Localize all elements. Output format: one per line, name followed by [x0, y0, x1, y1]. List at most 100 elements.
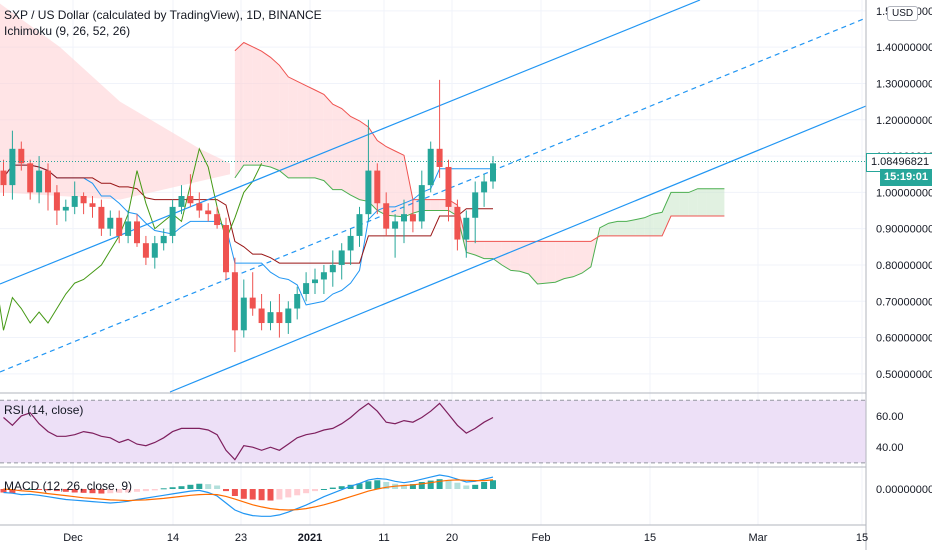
cloud-segment	[653, 212, 663, 236]
y-tick-label: 0.70000000	[876, 296, 932, 308]
y-tick-label: 0.90000000	[876, 224, 932, 236]
cloud-segment	[537, 241, 547, 285]
macd-histogram-bar	[312, 489, 318, 492]
candle-body	[312, 279, 318, 284]
cloud-segment	[395, 150, 404, 217]
macd-histogram-bar	[98, 489, 105, 494]
macd-histogram-bar	[365, 481, 372, 489]
cloud-segment	[288, 76, 298, 178]
rsi-pane: 60.00 40.00	[0, 399, 904, 464]
cloud-segment	[608, 221, 618, 236]
cloud-segment	[261, 51, 271, 167]
candle-body	[80, 196, 87, 204]
candle-body	[134, 221, 140, 244]
rsi-tick-label: 40.00	[876, 442, 904, 454]
macd-histogram-bar	[89, 489, 96, 494]
macd-histogram-bar	[71, 489, 78, 493]
candle-body	[401, 214, 407, 222]
cloud-segment	[315, 90, 324, 181]
y-tick-label: 1.30000000	[876, 78, 932, 90]
cloud-segment	[679, 192, 689, 216]
trend-channel[interactable]	[0, 0, 867, 393]
cloud-segment	[573, 241, 582, 277]
cloud-segment	[404, 155, 413, 217]
candle-body	[9, 148, 16, 186]
macd-histogram-bar	[347, 484, 354, 489]
cloud-segment	[270, 57, 280, 171]
cloud-segment	[519, 241, 529, 275]
macd-histogram-bar	[62, 489, 69, 492]
candle-body	[27, 163, 34, 193]
macd-histogram-bar	[116, 489, 123, 493]
candle-body	[356, 214, 363, 236]
macd-histogram-bar	[294, 489, 301, 496]
macd-histogram-bar	[178, 486, 185, 489]
candle-body	[285, 308, 292, 324]
candle-body	[409, 214, 416, 222]
macd-histogram-bar	[374, 480, 381, 489]
y-tick-label: 0.50000000	[876, 369, 932, 381]
cloud-segment	[617, 221, 627, 236]
macd-histogram-bar	[445, 480, 452, 489]
x-tick-label: 23	[235, 532, 247, 544]
cloud-segment	[688, 188, 698, 216]
cloud-segment	[671, 192, 680, 216]
candle-body	[71, 196, 78, 207]
cloud-segment	[706, 188, 716, 216]
macd-histogram-bar	[490, 480, 496, 489]
macd-histogram-bar	[142, 489, 149, 492]
rsi-band	[0, 400, 866, 463]
macd-histogram-bar	[231, 489, 238, 496]
x-tick-label: 11	[378, 532, 389, 544]
candle-body	[249, 297, 256, 309]
candle-body	[187, 196, 194, 204]
macd-histogram-bar	[276, 489, 283, 500]
cloud-segment	[582, 241, 591, 274]
macd-histogram-bar	[481, 482, 488, 489]
cloud-segment	[252, 46, 262, 166]
rsi-title[interactable]: RSI (14, close)	[4, 403, 84, 417]
candle-body	[303, 283, 310, 294]
candle-body	[338, 250, 345, 265]
macd-histogram-bar	[463, 485, 470, 489]
macd-line	[3, 474, 494, 517]
candlestick-series[interactable]	[0, 79, 866, 353]
candle-body	[347, 235, 354, 251]
cloud-segment	[323, 94, 333, 190]
candle-body	[383, 203, 390, 229]
signal-line	[3, 479, 494, 511]
cloud-segment	[475, 241, 485, 259]
macd-histogram-bar	[401, 484, 407, 489]
candle-body	[231, 272, 238, 331]
macd-histogram-bar	[9, 489, 16, 494]
grid	[0, 0, 866, 525]
macd-histogram-bar	[249, 489, 256, 500]
candle-body	[151, 243, 158, 258]
cloud-segment	[306, 85, 315, 178]
x-tick-label: Dec	[63, 532, 83, 544]
cloud-segment	[341, 108, 351, 196]
y-tick-label: 0.60000000	[876, 333, 932, 345]
cloud-segment	[430, 199, 440, 211]
candle-body	[454, 206, 461, 240]
currency-button[interactable]: USD	[887, 6, 919, 21]
candle-body	[329, 264, 336, 273]
x-tick-label: 15	[644, 532, 656, 544]
macd-histogram-bar	[214, 485, 221, 489]
macd-title[interactable]: MACD (12, 26, close, 9)	[4, 479, 133, 493]
macd-histogram-bar	[134, 489, 140, 492]
leading-span-a-line	[234, 164, 725, 285]
macd-histogram-bar	[187, 484, 194, 489]
candle-body	[365, 170, 372, 215]
candle-body	[418, 185, 425, 222]
rsi-tick-label: 60.00	[876, 411, 904, 423]
candle-body	[0, 170, 7, 186]
ichimoku-title[interactable]: Ichimoku (9, 26, 52, 26)	[4, 24, 131, 38]
macd-histogram-bar	[36, 489, 43, 490]
symbol-title[interactable]: SXP / US Dollar (calculated by TradingVi…	[4, 8, 322, 22]
candle-body	[142, 243, 149, 258]
cloud-segment	[279, 65, 289, 178]
candle-body	[36, 170, 43, 193]
macd-histogram-bar	[258, 489, 265, 501]
